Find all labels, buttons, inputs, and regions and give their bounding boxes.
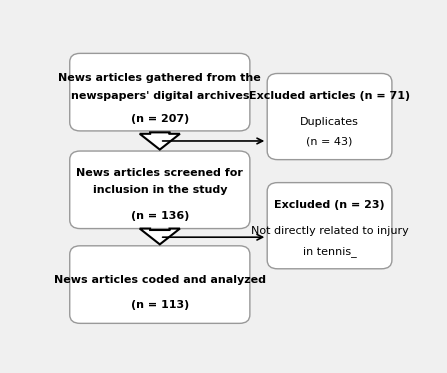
Text: (n = 136): (n = 136) — [131, 211, 189, 221]
Text: News articles screened for: News articles screened for — [76, 168, 243, 178]
Text: (n = 207): (n = 207) — [131, 114, 189, 124]
Text: newspapers' digital archives: newspapers' digital archives — [71, 91, 249, 101]
Text: (n = 113): (n = 113) — [131, 300, 189, 310]
FancyBboxPatch shape — [267, 73, 392, 160]
Text: News articles gathered from the: News articles gathered from the — [59, 73, 261, 84]
Text: in tennis_: in tennis_ — [303, 246, 356, 257]
Text: inclusion in the study: inclusion in the study — [93, 185, 227, 195]
Text: (n = 43): (n = 43) — [306, 137, 353, 147]
Text: Excluded (n = 23): Excluded (n = 23) — [274, 200, 385, 210]
FancyBboxPatch shape — [70, 246, 250, 323]
FancyBboxPatch shape — [70, 151, 250, 229]
Text: Not directly related to injury: Not directly related to injury — [251, 226, 409, 236]
Text: Duplicates: Duplicates — [300, 116, 359, 126]
Text: News articles coded and analyzed: News articles coded and analyzed — [54, 275, 266, 285]
Polygon shape — [140, 132, 180, 150]
Text: Excluded articles (n = 71): Excluded articles (n = 71) — [249, 91, 410, 101]
FancyBboxPatch shape — [70, 53, 250, 131]
Polygon shape — [140, 229, 180, 244]
FancyBboxPatch shape — [267, 183, 392, 269]
